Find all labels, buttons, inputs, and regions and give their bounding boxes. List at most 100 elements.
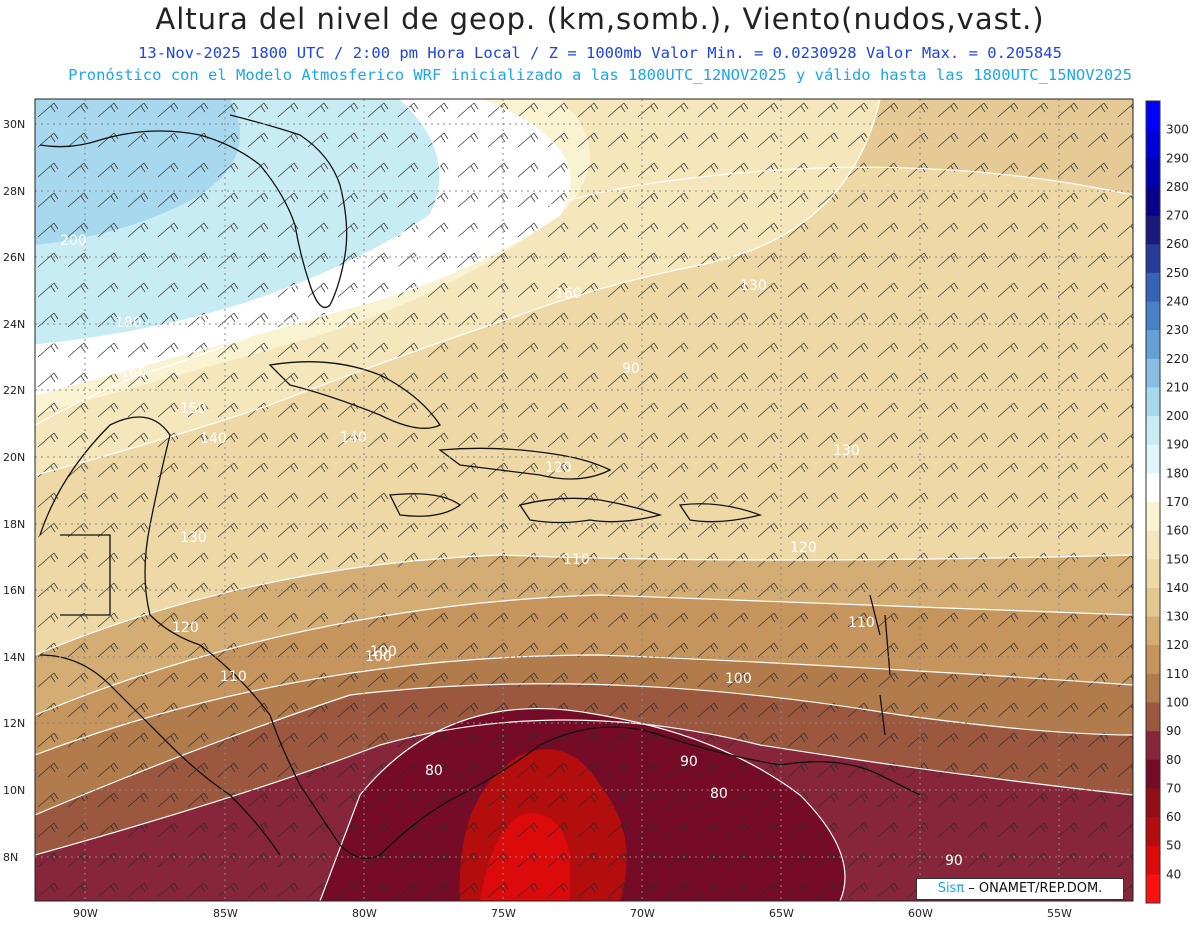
lon-label: 80W [352, 907, 377, 920]
colorbar-swatch [1146, 645, 1160, 675]
colorbar-tick-label: 250 [1166, 266, 1189, 280]
contour-label: 110 [220, 669, 247, 685]
colorbar-swatch [1146, 673, 1160, 703]
credit-box: Sisπ – ONAMET/REP.DOM. [916, 878, 1124, 900]
colorbar-tick-label: 260 [1166, 237, 1189, 251]
colorbar-swatch [1146, 272, 1160, 302]
colorbar-tick-label: 280 [1166, 180, 1189, 194]
colorbar-tick-label: 180 [1166, 466, 1189, 480]
lat-label: 30N [3, 118, 25, 131]
lat-label: 28N [3, 185, 25, 198]
colorbar-swatch [1146, 817, 1160, 847]
lat-label: 8N [3, 851, 18, 864]
colorbar-tick-label: 130 [1166, 610, 1189, 624]
contour-label: 130 [833, 443, 860, 459]
lat-label: 22N [3, 384, 25, 397]
colorbar-tick-label: 220 [1166, 352, 1189, 366]
contour-label: 180 [115, 315, 142, 331]
colorbar-tick-label: 240 [1166, 295, 1189, 309]
lon-label: 60W [908, 907, 933, 920]
contour-label: 160 [555, 286, 582, 302]
lat-label: 26N [3, 251, 25, 264]
contour-label: 160 [120, 365, 147, 381]
colorbar-swatch [1146, 101, 1160, 131]
lat-label: 16N [3, 584, 25, 597]
contour-label: 130 [740, 278, 767, 294]
colorbar-swatch [1146, 301, 1160, 331]
contour-label: 80 [425, 763, 443, 779]
latitude-axis-labels: 30N 28N 26N 24N 22N 20N 18N 16N 14N 12N … [3, 118, 25, 864]
colorbar-swatch [1146, 702, 1160, 732]
lon-label: 65W [769, 907, 794, 920]
colorbar-legend: 300 290 280 270 260 250 240 230 220 210 200 190 180 1… [1145, 100, 1189, 904]
colorbar-tick-label: 170 [1166, 495, 1189, 509]
lat-label: 10N [3, 784, 25, 797]
contour-label: 120 [790, 540, 817, 556]
colorbar-swatch [1146, 616, 1160, 646]
colorbar-tick-label: 120 [1166, 638, 1189, 652]
contour-label: 200 [60, 233, 87, 249]
colorbar-tick-label: 290 [1166, 151, 1189, 165]
colorbar-swatch [1146, 358, 1160, 388]
contour-value-labels: 200 180 160 150 140 130 120 110 100 90 8… [60, 233, 963, 869]
contour-label: 90 [622, 361, 640, 377]
contour-label: 140 [340, 430, 367, 446]
contour-label: 90 [680, 754, 698, 770]
contour-label: 130 [180, 530, 207, 546]
colorbar-tick-label: 230 [1166, 323, 1189, 337]
colorbar-tick-label: 140 [1166, 581, 1189, 595]
colorbar-tick-label: 190 [1166, 438, 1189, 452]
lon-label: 55W [1047, 907, 1072, 920]
lon-label: 75W [491, 907, 516, 920]
colorbar-swatch [1146, 330, 1160, 360]
colorbar-tick-label: 70 [1166, 781, 1181, 795]
colorbar-tick-label: 200 [1166, 409, 1189, 423]
lon-label: 85W [213, 907, 238, 920]
colorbar-frame [1145, 100, 1161, 904]
geopotential-field [35, 99, 1133, 901]
colorbar-swatch [1146, 731, 1160, 761]
colorbar-tick-label: 50 [1166, 839, 1181, 853]
colorbar-tick-label: 160 [1166, 524, 1189, 538]
colorbar-swatch [1146, 186, 1160, 217]
colorbar-tick-label: 300 [1166, 123, 1189, 137]
colorbar-tick-label: 150 [1166, 552, 1189, 566]
map-subtitle: 13-Nov-2025 1800 UTC / 2:00 pm Hora Loca… [138, 44, 1062, 62]
contour-label: 120 [545, 460, 572, 476]
colorbar-swatch [1146, 416, 1160, 446]
colorbar-tick-label: 40 [1166, 867, 1181, 881]
lat-label: 24N [3, 318, 25, 331]
contour-label: 100 [370, 644, 397, 660]
colorbar-swatch [1146, 158, 1160, 188]
colorbar-tick-label: 80 [1166, 753, 1181, 767]
contour-label: 100 [725, 671, 752, 687]
colorbar-tick-label: 270 [1166, 209, 1189, 223]
colorbar-swatch [1146, 559, 1160, 589]
contour-label: 80 [710, 786, 728, 802]
colorbar-tick-label: 110 [1166, 667, 1189, 681]
map-title: Altura del nivel de geop. (km,somb.), Vi… [155, 2, 1045, 36]
colorbar-swatch [1146, 502, 1160, 532]
colorbar-swatch [1146, 845, 1160, 875]
contour-label: 110 [563, 552, 590, 568]
lat-label: 14N [3, 651, 25, 664]
colorbar-tick-label: 60 [1166, 810, 1181, 824]
lat-label: 12N [3, 717, 25, 730]
contour-label: 100 [365, 649, 392, 665]
lat-label: 18N [3, 518, 25, 531]
colorbar-tick-label: 210 [1166, 380, 1189, 394]
colorbar-swatch [1146, 788, 1160, 818]
contour-label: 140 [200, 431, 227, 447]
contour-label: 120 [172, 620, 199, 636]
map-frame [34, 98, 1134, 902]
longitude-axis-labels: 90W 85W 80W 75W 70W 65W 60W 55W [73, 907, 1072, 920]
colorbar-swatch [1146, 129, 1160, 159]
colorbar-swatch [1146, 530, 1160, 560]
colorbar-swatch [1146, 587, 1160, 618]
contour-lines [35, 99, 1133, 901]
forecast-info: Pronóstico con el Modelo Atmosferico WRF… [68, 66, 1132, 84]
weather-map: 200 180 160 150 140 130 120 110 100 90 8… [3, 98, 1189, 920]
lon-label: 90W [73, 907, 98, 920]
colorbar-swatch [1146, 215, 1160, 245]
lat-lon-grid [35, 99, 1133, 901]
